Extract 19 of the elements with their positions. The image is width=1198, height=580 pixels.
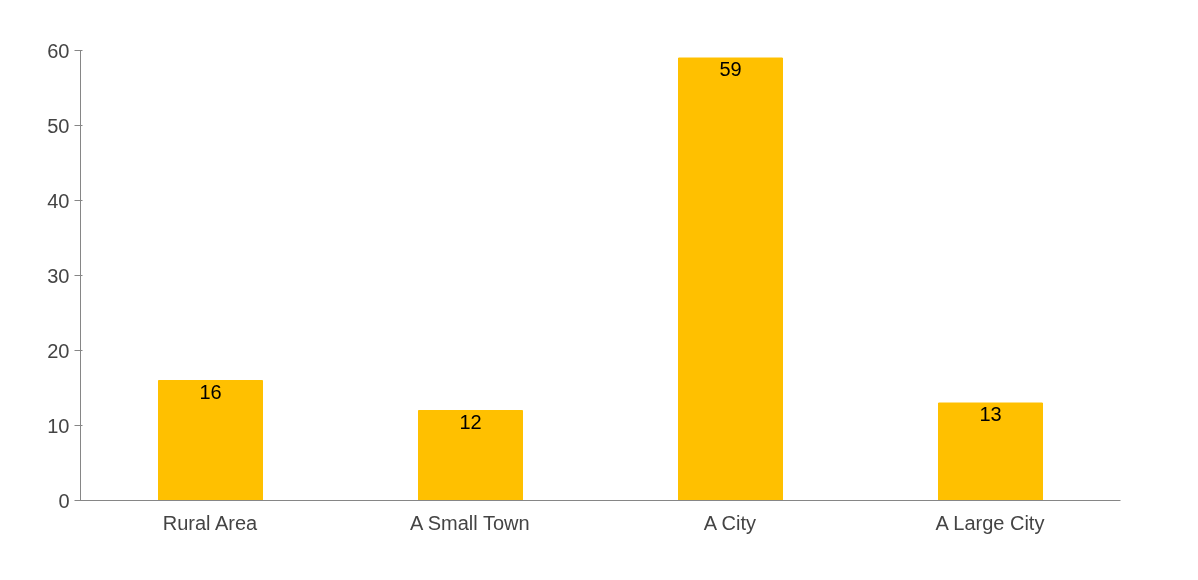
x-tick-label: Rural Area [162,511,259,534]
data-label: 59 [719,58,742,80]
y-tick-label: 40 [47,189,70,212]
y-tick-label: 30 [47,264,70,287]
bar [678,57,783,501]
y-tick-label: 0 [58,489,70,512]
bar [938,402,1043,501]
y-tick-label: 20 [47,339,70,362]
bar [418,410,523,501]
y-tick-label: 10 [47,414,70,437]
y-tick-label: 50 [47,114,70,137]
x-tick-label: A Small Town [409,511,530,534]
data-label: 13 [979,403,1002,425]
data-label: 12 [459,410,482,433]
y-tick-label: 60 [47,39,70,62]
data-label: 16 [199,380,222,403]
x-tick-label: A Large City [935,511,1045,534]
x-tick-label: A City [703,511,757,534]
bar [158,380,263,501]
